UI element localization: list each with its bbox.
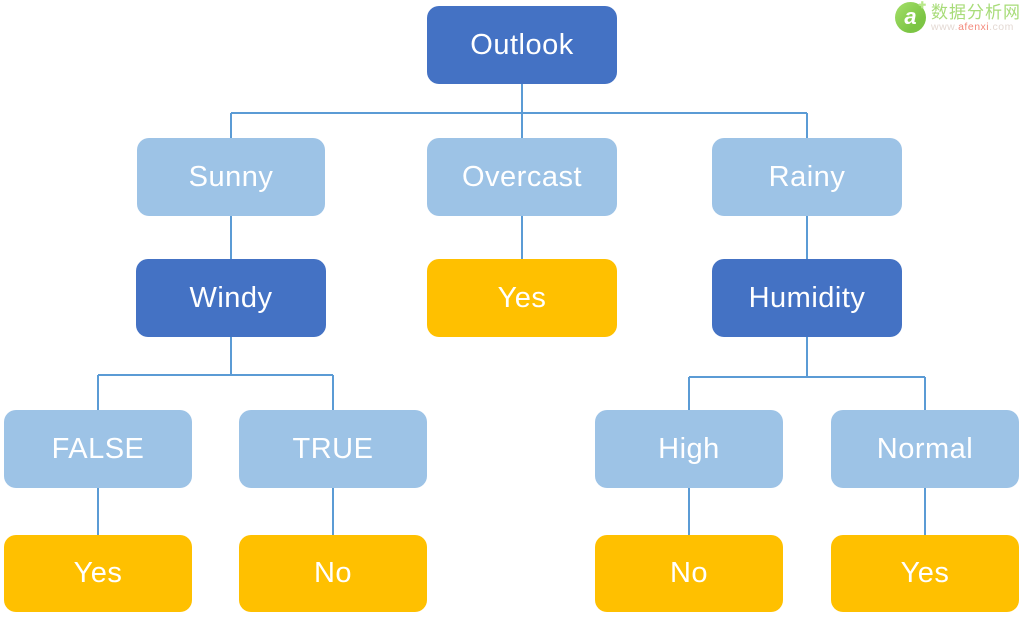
- watermark-url: www.afenxi.com: [931, 20, 1021, 33]
- node-label: Yes: [900, 557, 950, 589]
- node-label: Overcast: [461, 160, 583, 193]
- node-label: FALSE: [51, 432, 145, 465]
- node-windy-false: FALSE: [4, 410, 192, 488]
- node-label: Windy: [189, 281, 273, 314]
- connector-humidity-children: [688, 337, 926, 410]
- node-windy: Windy: [136, 259, 326, 337]
- node-label: Normal: [876, 432, 974, 465]
- node-humidity-normal: Normal: [831, 410, 1019, 488]
- watermark-text: 数据分析网 www.afenxi.com: [931, 3, 1021, 33]
- node-label: No: [313, 557, 353, 589]
- afenxi-logo-icon: a ✚: [895, 0, 926, 33]
- watermark-site-name: 数据分析网: [931, 2, 1021, 22]
- node-label: Rainy: [768, 160, 846, 193]
- node-label: Sunny: [188, 160, 274, 193]
- node-label: Yes: [497, 281, 547, 314]
- node-label: High: [658, 432, 720, 465]
- node-label: Yes: [73, 557, 123, 589]
- connector-outlook-children: [230, 84, 808, 138]
- node-label: Humidity: [748, 281, 866, 314]
- node-sunny: Sunny: [137, 138, 325, 216]
- url-suffix: .com: [989, 20, 1014, 33]
- connector-row4-row5: [97, 488, 926, 535]
- node-label: No: [669, 557, 709, 589]
- logo-glyph: a: [904, 4, 917, 29]
- node-label: TRUE: [292, 432, 374, 465]
- connector-row2-row3: [230, 216, 808, 259]
- node-windy-true: TRUE: [239, 410, 427, 488]
- url-brand: afenxi: [958, 20, 990, 33]
- node-false-yes: Yes: [4, 535, 192, 612]
- node-true-no: No: [239, 535, 427, 612]
- node-rainy: Rainy: [712, 138, 902, 216]
- node-humidity: Humidity: [712, 259, 902, 337]
- logo-spark-icon: ✚: [918, 0, 926, 10]
- url-prefix: www.: [931, 20, 959, 33]
- node-overcast-yes: Yes: [427, 259, 617, 337]
- node-overcast: Overcast: [427, 138, 617, 216]
- node-outlook: Outlook: [427, 6, 617, 84]
- node-normal-yes: Yes: [831, 535, 1019, 612]
- watermark: a ✚ 数据分析网 www.afenxi.com: [895, 0, 1021, 33]
- connector-windy-children: [97, 337, 334, 410]
- node-high-no: No: [595, 535, 783, 612]
- node-humidity-high: High: [595, 410, 783, 488]
- node-label: Outlook: [470, 28, 574, 61]
